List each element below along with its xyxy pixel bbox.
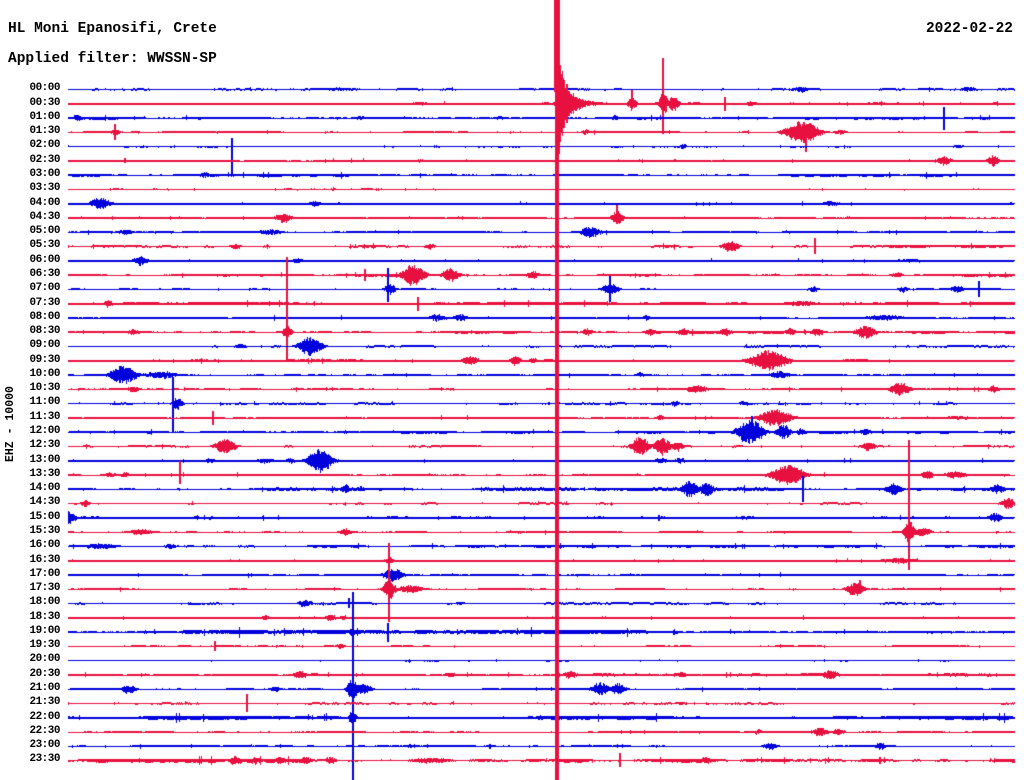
time-label: 06:00 [29,254,60,266]
time-label: 14:30 [29,496,60,508]
time-label: 22:30 [29,725,60,737]
time-label: 17:30 [29,582,60,594]
time-label: 20:00 [29,653,60,665]
time-label: 11:30 [29,411,60,423]
time-label: 23:00 [29,739,60,751]
time-label: 07:30 [29,297,60,309]
time-label: 13:30 [29,468,60,480]
time-label: 11:00 [29,396,60,408]
time-label: 00:30 [29,97,60,109]
date-label: 2022-02-22 [925,21,1013,37]
time-label: 16:00 [29,539,60,551]
time-label: 15:30 [29,525,60,537]
time-label: 09:00 [29,339,60,351]
time-label: 04:00 [29,197,60,209]
time-label: 08:30 [29,325,60,337]
time-label: 04:30 [29,211,60,223]
time-label: 10:00 [29,368,60,380]
time-label: 02:30 [29,154,60,166]
time-label: 13:00 [29,454,60,466]
time-label: 16:30 [29,554,60,566]
time-label: 05:30 [29,239,60,251]
time-label: 21:00 [29,682,60,694]
time-label: 01:30 [29,125,60,137]
station-title: HL Moni Epanosifi, Crete [8,21,217,37]
time-label: 17:00 [29,568,60,580]
time-label: 19:30 [29,639,60,651]
time-label: 18:00 [29,596,60,608]
time-label: 12:00 [29,425,60,437]
time-label: 09:30 [29,354,60,366]
time-label: 21:30 [29,696,60,708]
filter-label: Applied filter: WWSSN-SP [8,51,217,67]
time-label: 10:30 [29,382,60,394]
time-label: 23:30 [29,753,60,765]
time-label: 00:00 [29,82,60,94]
time-label: 12:30 [29,439,60,451]
time-label: 18:30 [29,611,60,623]
time-label: 08:00 [29,311,60,323]
time-label: 06:30 [29,268,60,280]
time-label: 07:00 [29,282,60,294]
time-label: 03:30 [29,182,60,194]
time-label: 01:00 [29,111,60,123]
time-label: 05:00 [29,225,60,237]
time-label: 22:00 [29,711,60,723]
time-label: 19:00 [29,625,60,637]
time-label: 20:30 [29,668,60,680]
time-label: 15:00 [29,511,60,523]
time-label: 14:00 [29,482,60,494]
time-label: 02:00 [29,139,60,151]
time-label: 03:00 [29,168,60,180]
